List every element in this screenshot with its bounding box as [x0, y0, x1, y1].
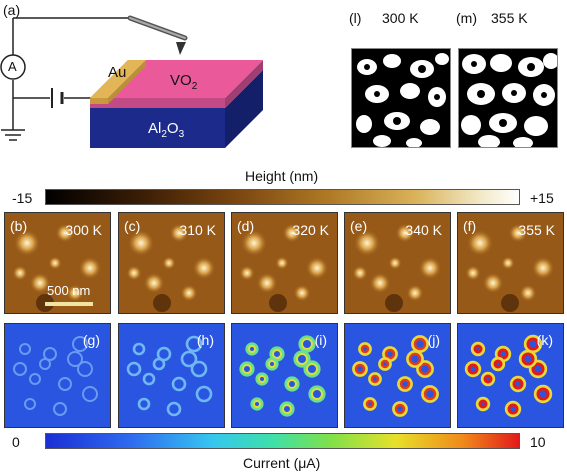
height-bar-max: +15	[530, 190, 554, 206]
current-panel-label: (g)	[82, 332, 100, 348]
current-panel-label: (k)	[536, 332, 553, 348]
al2o3-label: Al2O3	[148, 120, 185, 140]
topography-temperature: 320 K	[292, 222, 329, 238]
current-map-3: (i)	[231, 323, 338, 428]
topography-map-1: (b) 300 K 500 nm	[4, 212, 111, 314]
topography-map-4: (e) 340 K	[344, 212, 451, 314]
vo2-label: VO2	[170, 72, 198, 92]
topography-panel-label: (b)	[10, 218, 28, 234]
current-bar-title: Current (μA)	[243, 455, 321, 471]
current-map-2: (h)	[118, 323, 225, 428]
topography-temperature: 300 K	[65, 222, 102, 238]
panel-m-temp: 355 K	[491, 10, 528, 26]
panel-l-label: (l)	[349, 10, 362, 26]
panel-a-label: (a)	[3, 2, 21, 18]
height-bar-title: Height (nm)	[245, 168, 319, 184]
binary-map-300k	[351, 48, 451, 148]
ammeter-label: A	[8, 59, 17, 74]
topography-panel-label: (d)	[237, 218, 255, 234]
topography-temperature: 355 K	[518, 222, 555, 238]
topography-panel-label: (f)	[463, 218, 477, 234]
current-map-1: (g)	[4, 323, 111, 428]
topography-temperature: 310 K	[179, 222, 216, 238]
current-map-5: (k)	[457, 323, 564, 428]
topography-map-5: (f) 355 K	[457, 212, 564, 314]
topography-map-3: (d) 320 K	[231, 212, 338, 314]
panel-m-label: (m)	[456, 10, 477, 26]
device-schematic	[0, 15, 263, 148]
current-bar-max: 10	[530, 434, 546, 450]
current-panel-label: (h)	[196, 332, 214, 348]
scale-bar-label: 500 nm	[47, 283, 91, 298]
current-panel-label: (j)	[427, 332, 440, 348]
au-label: Au	[108, 64, 127, 81]
height-colorbar	[45, 189, 520, 205]
scale-bar	[45, 302, 93, 306]
topography-map-2: (c) 310 K	[118, 212, 225, 314]
current-bar-min: 0	[12, 434, 20, 450]
topography-panel-label: (e)	[350, 218, 368, 234]
current-panel-label: (i)	[314, 332, 327, 348]
current-colorbar	[45, 433, 520, 449]
panel-l-temp: 300 K	[382, 10, 419, 26]
topography-temperature: 340 K	[405, 222, 442, 238]
binary-map-355k	[458, 48, 558, 148]
current-map-4: (j)	[344, 323, 451, 428]
height-bar-min: -15	[12, 190, 33, 206]
topography-panel-label: (c)	[124, 218, 141, 234]
